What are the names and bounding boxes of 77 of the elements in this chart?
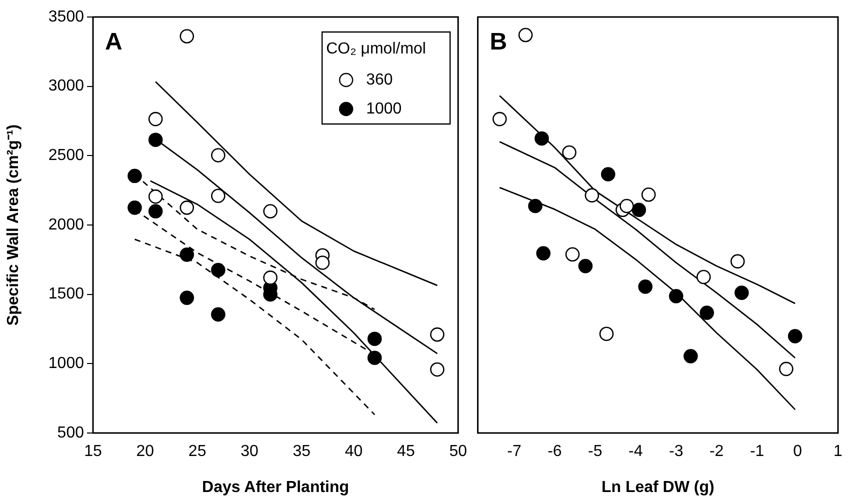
x-tick-label: 1 bbox=[834, 443, 843, 460]
point bbox=[600, 167, 616, 182]
legend-label: 1000 bbox=[366, 100, 402, 118]
x-tick-label: 0 bbox=[793, 443, 802, 460]
point bbox=[430, 362, 444, 377]
point bbox=[788, 329, 802, 344]
x-tick-label: 25 bbox=[188, 443, 206, 460]
point bbox=[668, 288, 684, 304]
point bbox=[211, 262, 226, 278]
point bbox=[211, 307, 226, 322]
x-tick-label: -5 bbox=[588, 443, 602, 460]
point bbox=[368, 350, 382, 365]
point bbox=[263, 270, 278, 285]
x-tick-label: 30 bbox=[240, 443, 258, 460]
x-tick-label: 15 bbox=[84, 443, 102, 460]
legend-title: CO₂ μmol/mol bbox=[326, 40, 426, 58]
point bbox=[180, 290, 194, 305]
point bbox=[518, 28, 533, 42]
line-series bbox=[134, 238, 376, 416]
y-axis-title: Specific Wall Area (cm²g⁻¹) bbox=[5, 124, 22, 326]
point bbox=[492, 112, 507, 126]
point bbox=[565, 247, 580, 262]
y-tick-label: 500 bbox=[57, 424, 84, 442]
x-axis-title: Ln Leaf DW (g) bbox=[601, 478, 714, 496]
point bbox=[315, 256, 330, 270]
x-tick-label: 40 bbox=[344, 443, 363, 460]
point bbox=[584, 188, 600, 202]
y-tick-label: 3000 bbox=[48, 78, 84, 95]
point bbox=[638, 280, 653, 294]
x-tick-label: -7 bbox=[507, 443, 522, 460]
x-tick-label: 50 bbox=[449, 443, 468, 460]
x-tick-label: -4 bbox=[628, 443, 643, 460]
legend-label: 360 bbox=[366, 71, 393, 88]
annotation: A bbox=[105, 28, 122, 56]
point bbox=[700, 306, 714, 320]
point bbox=[599, 326, 614, 342]
point bbox=[534, 131, 549, 146]
y-tick-label: 3500 bbox=[48, 8, 84, 26]
point bbox=[128, 168, 142, 184]
point bbox=[578, 258, 593, 274]
point bbox=[641, 187, 656, 202]
point bbox=[180, 29, 194, 44]
x-tick-label: -3 bbox=[668, 443, 684, 460]
x-tick-label: 35 bbox=[292, 443, 311, 460]
point bbox=[368, 332, 382, 346]
point bbox=[536, 246, 551, 260]
point bbox=[148, 189, 163, 204]
point bbox=[180, 248, 194, 262]
point bbox=[128, 200, 142, 215]
y-tick-label: 2000 bbox=[48, 216, 84, 234]
y-tick-label: 1500 bbox=[48, 286, 84, 303]
point bbox=[148, 112, 163, 126]
x-tick-label: -1 bbox=[750, 443, 764, 460]
point bbox=[148, 204, 163, 218]
point bbox=[734, 286, 749, 300]
x-tick-label: -6 bbox=[548, 443, 562, 460]
point bbox=[148, 132, 163, 148]
point bbox=[684, 349, 698, 364]
point bbox=[430, 327, 444, 342]
y-tick-label: 1000 bbox=[48, 355, 84, 372]
point bbox=[620, 198, 634, 214]
annotation: B bbox=[490, 28, 508, 56]
x-axis-title: Days After Planting bbox=[202, 478, 350, 496]
point bbox=[632, 202, 646, 218]
point bbox=[562, 145, 576, 160]
point bbox=[180, 200, 194, 215]
x-tick-label: -2 bbox=[709, 443, 724, 460]
point bbox=[263, 204, 278, 218]
y-tick-label: 2500 bbox=[48, 147, 84, 164]
point bbox=[696, 270, 711, 284]
x-tick-label: 20 bbox=[136, 443, 154, 460]
point bbox=[730, 254, 745, 268]
point bbox=[211, 148, 226, 162]
point bbox=[528, 198, 542, 214]
point bbox=[211, 188, 226, 204]
x-tick-label: 45 bbox=[397, 443, 415, 460]
point bbox=[779, 362, 794, 376]
